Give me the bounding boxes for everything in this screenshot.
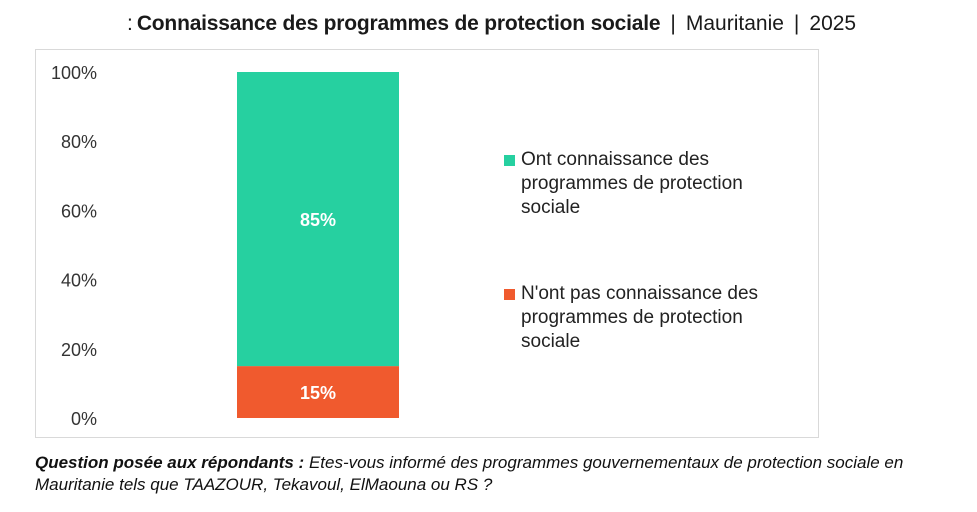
legend-item-not-aware: N'ont pas connaissance des programmes de… — [504, 282, 804, 354]
chart-frame — [35, 49, 819, 438]
legend-swatch-aware — [504, 155, 515, 166]
legend-swatch-not-aware — [504, 289, 515, 300]
year-label: 2025 — [809, 12, 857, 35]
title-row: : Connaissance des programmes de protect… — [127, 12, 929, 42]
legend-label-aware: Ont connaissance des programmes de prote… — [521, 149, 743, 218]
y-tick-label: 100% — [51, 63, 97, 83]
legend-item-aware: Ont connaissance des programmes de prote… — [504, 148, 804, 220]
title-prefix: : — [127, 12, 133, 35]
chart-title: Connaissance des programmes de protectio… — [136, 12, 661, 35]
y-tick-label: 20% — [61, 340, 97, 360]
country-label: Mauritanie — [685, 12, 784, 35]
legend-label-not-aware: N'ont pas connaissance des programmes de… — [521, 283, 759, 352]
bar-segment-aware — [237, 72, 399, 367]
question-label: Question posée aux répondants : — [35, 453, 305, 472]
bar-segment-not-aware — [237, 366, 399, 418]
y-tick-label: 60% — [61, 201, 97, 221]
question-footer: Question posée aux répondants : Etes-vou… — [35, 452, 935, 496]
title-separator: | — [670, 12, 676, 35]
title-separator-2: | — [793, 12, 800, 35]
data-label-not-aware: 15% — [300, 383, 336, 403]
question-text: Etes-vous informé des programmes gouvern… — [35, 453, 904, 494]
y-tick-label: 0% — [71, 409, 97, 429]
y-tick-label: 40% — [61, 271, 97, 291]
y-tick-label: 80% — [61, 132, 97, 152]
data-label-aware: 85% — [300, 210, 336, 230]
